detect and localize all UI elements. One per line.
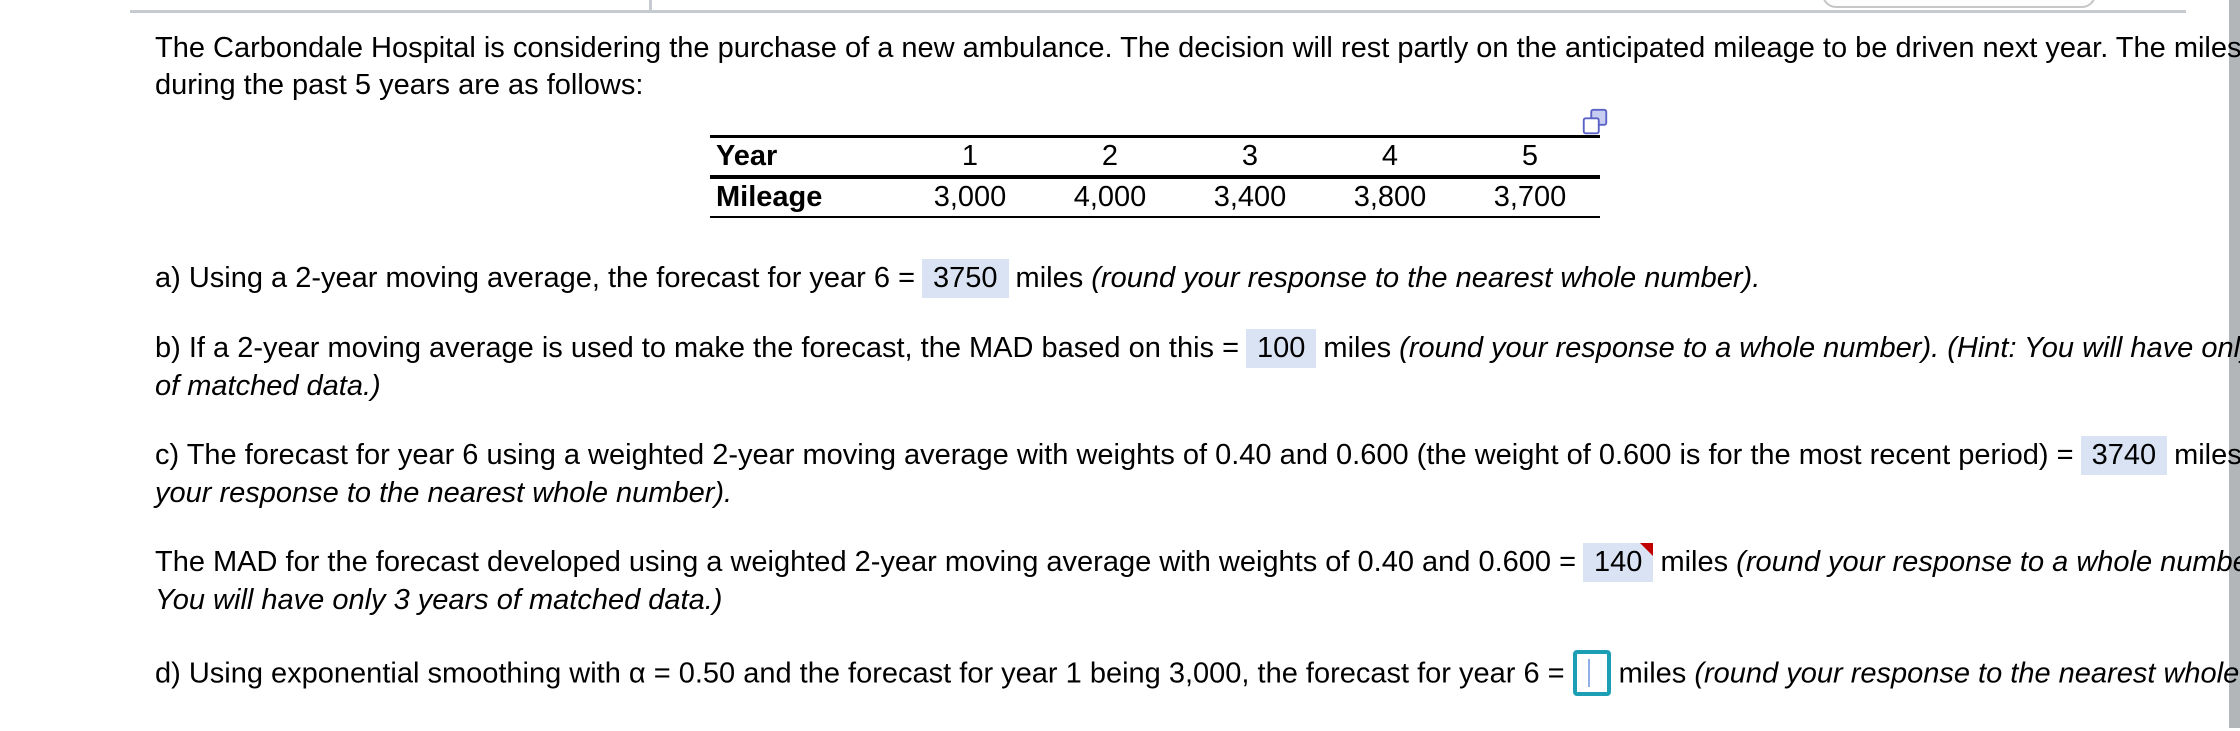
answer-input-d[interactable] xyxy=(1572,650,1611,696)
year-cell: 1 xyxy=(961,140,979,172)
year-cell: 2 xyxy=(1101,140,1119,172)
part-mad-text: The MAD for the forecast developed using… xyxy=(155,546,1577,578)
answer-field-mad[interactable]: 140 xyxy=(1583,543,1654,582)
intro-line-2: during the past 5 years are as follows: xyxy=(155,69,644,101)
part-mad-line-1: The MAD for the forecast developed using… xyxy=(155,543,2240,582)
part-a: a) Using a 2-year moving average, the fo… xyxy=(155,259,2155,298)
part-a-text: a) Using a 2-year moving average, the fo… xyxy=(155,262,916,294)
mileage-cell: 3,700 xyxy=(1493,181,1567,213)
table-row-label: Mileage xyxy=(716,181,823,213)
overlapping-squares-icon xyxy=(1582,108,1608,135)
part-c-units: miles xyxy=(2174,439,2240,471)
year-cell: 4 xyxy=(1381,140,1399,172)
scrollbar[interactable] xyxy=(2229,0,2240,728)
table-header-label: Year xyxy=(716,140,778,172)
part-mad-units: miles xyxy=(1660,546,1729,578)
text-caret xyxy=(1587,659,1590,687)
year-cell: 5 xyxy=(1521,140,1539,172)
part-d: d) Using exponential smoothing with α = … xyxy=(155,650,2240,700)
mileage-cell: 3,000 xyxy=(933,181,1007,213)
table-header-row: Year 1 2 3 4 5 xyxy=(710,136,1600,177)
question-intro: The Carbondale Hospital is considering t… xyxy=(155,30,2240,104)
part-d-instruction: (round your response to the nearest whol… xyxy=(1694,657,2240,690)
part-mad-line-2: You will have only 3 years of matched da… xyxy=(155,582,2155,619)
part-c-text: c) The forecast for year 6 using a weigh… xyxy=(155,439,2074,471)
part-c-instruction-cont: your response to the nearest whole numbe… xyxy=(155,477,733,509)
part-mad: The MAD for the forecast developed using… xyxy=(155,543,2240,619)
year-cell: 3 xyxy=(1241,140,1259,172)
mileage-table: Year 1 2 3 4 5 Mileage 3,000 4,000 3,400… xyxy=(710,135,1600,218)
toolbar-button-partial[interactable] xyxy=(1822,0,2096,8)
part-b-text: b) If a 2-year moving average is used to… xyxy=(155,332,1240,364)
popup-table-icon[interactable] xyxy=(1580,107,1610,137)
toolbar-bottom-divider xyxy=(130,10,2186,13)
answer-field-a[interactable]: 3750 xyxy=(922,259,1009,298)
mileage-cell: 3,400 xyxy=(1213,181,1287,213)
part-b-instruction: (round your response to a whole number).… xyxy=(1399,332,2240,364)
part-mad-instruction: (round your response to a whole number).… xyxy=(1736,546,2240,578)
mileage-cell: 3,800 xyxy=(1353,181,1427,213)
mileage-cell: 4,000 xyxy=(1073,181,1147,213)
question-body: The Carbondale Hospital is considering t… xyxy=(155,30,2240,731)
part-c: c) The forecast for year 6 using a weigh… xyxy=(155,436,2240,512)
part-d-text: d) Using exponential smoothing with α = … xyxy=(155,657,1565,690)
part-a-units: miles xyxy=(1015,262,1084,294)
part-b-line-1: b) If a 2-year moving average is used to… xyxy=(155,329,2240,368)
intro-line-1: The Carbondale Hospital is considering t… xyxy=(155,32,2240,64)
part-a-line-1: a) Using a 2-year moving average, the fo… xyxy=(155,259,2155,298)
part-a-instruction: (round your response to the nearest whol… xyxy=(1091,262,1761,294)
part-mad-hint-cont: You will have only 3 years of matched da… xyxy=(155,584,723,616)
part-c-line-2: your response to the nearest whole numbe… xyxy=(155,475,2155,512)
mileage-table-wrap: Year 1 2 3 4 5 Mileage 3,000 4,000 3,400… xyxy=(710,108,1608,218)
part-b: b) If a 2-year moving average is used to… xyxy=(155,329,2240,405)
answer-field-b[interactable]: 100 xyxy=(1246,329,1317,368)
part-c-line-1: c) The forecast for year 6 using a weigh… xyxy=(155,436,2240,475)
part-d-units: miles xyxy=(1618,657,1687,690)
answer-field-c[interactable]: 3740 xyxy=(2080,436,2168,475)
part-d-line-1: d) Using exponential smoothing with α = … xyxy=(155,650,2240,700)
toolbar-vertical-divider xyxy=(649,0,652,10)
part-b-hint-cont: of matched data.) xyxy=(155,370,381,402)
part-b-line-2: of matched data.) xyxy=(155,368,2155,405)
part-b-units: miles xyxy=(1323,332,1392,364)
table-data-row: Mileage 3,000 4,000 3,400 3,800 3,700 xyxy=(710,177,1600,217)
